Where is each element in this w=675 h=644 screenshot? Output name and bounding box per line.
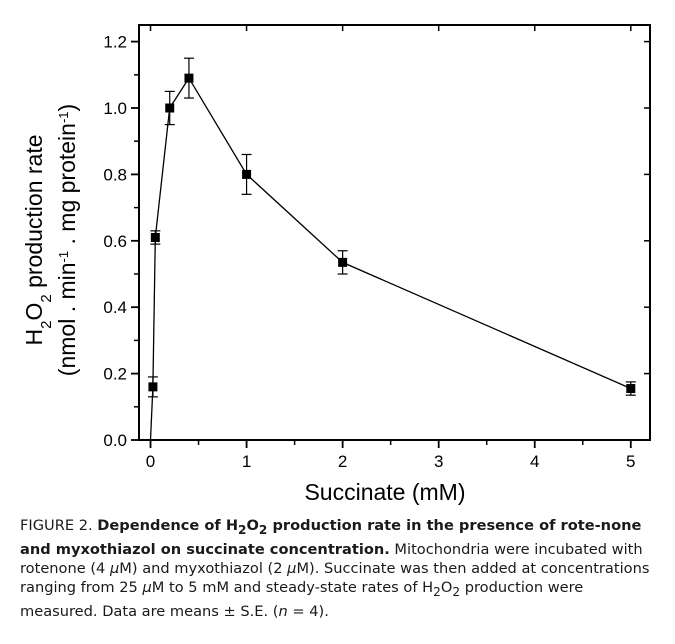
y-tick-label: 1.0 bbox=[103, 99, 127, 118]
x-tick-label: 1 bbox=[242, 452, 251, 471]
y-tick-label: 0.0 bbox=[103, 431, 127, 450]
x-axis-title: Succinate (mM) bbox=[304, 479, 465, 505]
data-point bbox=[150, 232, 160, 242]
y-axis-title-line-1: H2O2 production rate bbox=[21, 134, 55, 345]
y-axis-title-line-2: (nmol . min-1 . mg protein-1) bbox=[54, 104, 80, 376]
y-tick-label: 1.2 bbox=[103, 33, 127, 52]
series-line bbox=[149, 76, 632, 441]
y-tick-label: 0.2 bbox=[103, 365, 127, 384]
chart: 0 1 2 3 4 5 0.0 0.2 0.4 0.6 0.8 1.0 1.2 Succinate (… bbox=[21, 24, 651, 505]
x-tick-label: 3 bbox=[434, 452, 443, 471]
data-point bbox=[242, 169, 252, 179]
x-tick-label: 0 bbox=[146, 452, 155, 471]
data-point bbox=[338, 257, 348, 267]
x-axis-ticks: 0 1 2 3 4 5 bbox=[146, 25, 636, 471]
data-marks bbox=[147, 57, 636, 441]
y-tick-label: 0.4 bbox=[103, 298, 127, 317]
plot-frame bbox=[138, 24, 651, 441]
x-tick-label: 5 bbox=[626, 452, 635, 471]
y-tick-label: 0.8 bbox=[103, 165, 127, 184]
data-point bbox=[148, 382, 158, 392]
x-tick-label: 4 bbox=[530, 452, 539, 471]
plot-area bbox=[138, 24, 651, 441]
data-point bbox=[626, 384, 636, 394]
y-tick-label: 0.6 bbox=[103, 232, 127, 251]
data-point bbox=[165, 103, 175, 113]
figure-label: FIGURE 2. bbox=[20, 517, 98, 534]
caption-body: Mitochondria were incubated with rotenon… bbox=[20, 540, 650, 620]
figure-caption: FIGURE 2. Dependence of H2O2 production … bbox=[20, 516, 660, 621]
caption-title: Dependence of H2O2 production rate in th… bbox=[20, 517, 642, 558]
data-point bbox=[184, 73, 194, 83]
x-tick-label: 2 bbox=[338, 452, 347, 471]
y-axis-ticks: 0.0 0.2 0.4 0.6 0.8 1.0 1.2 bbox=[103, 33, 650, 450]
